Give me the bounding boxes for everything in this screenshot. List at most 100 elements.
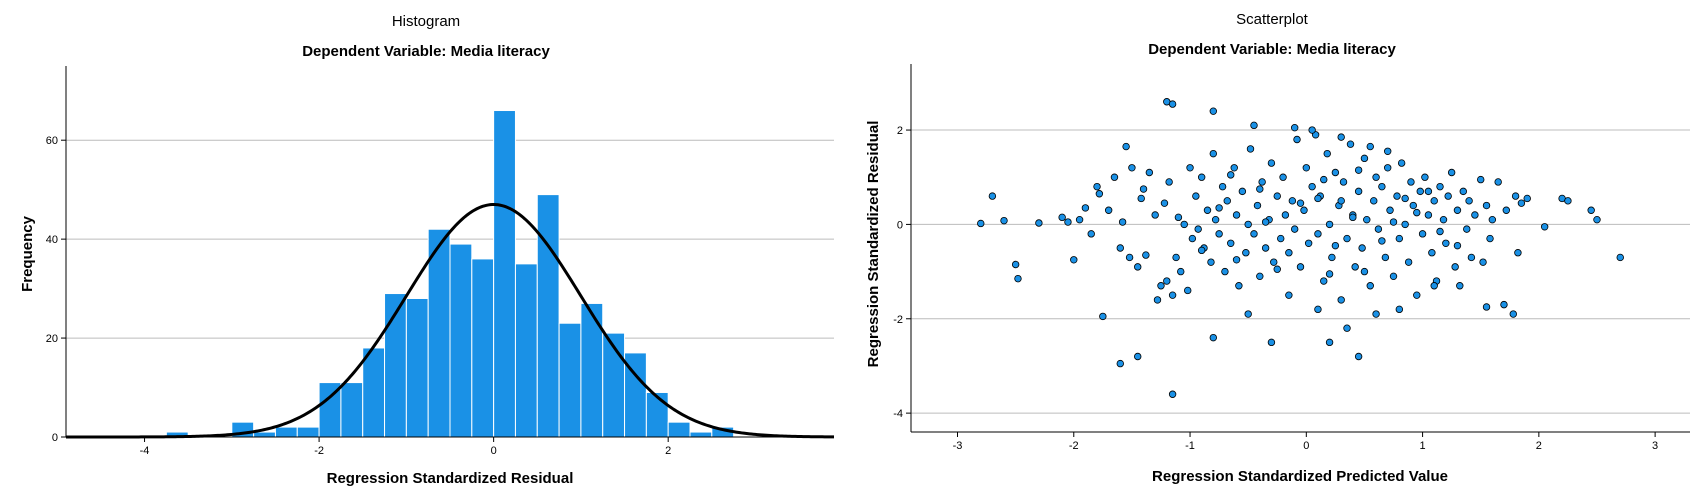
histogram-x-axis-title: Regression Standardized Residual — [327, 470, 574, 487]
scatter-point — [988, 192, 997, 200]
scatter-point — [1395, 305, 1404, 314]
scatter-point — [1093, 182, 1101, 191]
scatter-point — [1232, 256, 1241, 264]
scatter-point — [1207, 258, 1215, 266]
scatter-point — [1421, 173, 1429, 181]
scatter-point — [1232, 211, 1241, 219]
x-tick-label: 0 — [1303, 440, 1309, 452]
scatter-point — [1267, 159, 1276, 167]
scatter-point — [1218, 182, 1227, 191]
scatter-point — [1482, 201, 1491, 210]
scatter-point — [1070, 256, 1078, 264]
scatter-point — [1288, 197, 1297, 205]
x-tick-label: 0 — [491, 445, 497, 457]
scatter-point — [1389, 218, 1398, 226]
histogram-bar — [471, 258, 495, 438]
scatter-point — [1211, 215, 1220, 224]
scatter-point — [1424, 187, 1433, 196]
scatter-point — [1314, 230, 1322, 238]
y-tick-label: -4 — [893, 408, 903, 420]
scatter-point — [1386, 206, 1394, 214]
scatter-point — [1325, 270, 1334, 278]
histogram-bar — [689, 431, 713, 438]
scatter-point — [1192, 192, 1200, 200]
scatter-point — [1436, 182, 1444, 191]
scatter-point — [1351, 263, 1359, 271]
scatter-point — [1160, 199, 1169, 207]
scatter-point — [1451, 263, 1459, 271]
scatter-point — [1137, 194, 1145, 203]
scatter-point — [1337, 133, 1345, 141]
scatter-point — [1360, 154, 1369, 163]
scatterplot-points — [977, 98, 1624, 398]
histogram-bar — [340, 382, 364, 438]
scatter-point — [1523, 194, 1531, 203]
scatterplot-x-axis-title: Regression Standardized Predicted Value — [1152, 468, 1448, 485]
scatter-point — [1346, 140, 1355, 148]
scatter-point — [1194, 225, 1202, 233]
scatter-point — [1273, 192, 1281, 200]
scatter-point — [1465, 197, 1473, 205]
scatter-point — [1397, 159, 1406, 167]
scatter-point — [1244, 310, 1252, 318]
x-tick-label: 2 — [1536, 440, 1542, 452]
scatter-point — [1168, 291, 1177, 299]
scatter-point — [1587, 206, 1595, 214]
scatter-point — [1209, 107, 1217, 115]
scatter-point — [1302, 164, 1311, 172]
scatter-point — [1442, 239, 1450, 247]
scatter-point — [1447, 168, 1456, 177]
y-tick-label: 2 — [897, 125, 903, 137]
y-tick-label: -2 — [893, 314, 903, 326]
scatter-point — [1011, 260, 1020, 269]
scatter-point — [1360, 267, 1369, 276]
scatter-point — [1502, 206, 1510, 214]
scatter-point — [1174, 213, 1183, 222]
scatterplot-subtitle: Dependent Variable: Media literacy — [1148, 41, 1396, 58]
y-tick-label: 40 — [46, 234, 58, 246]
y-tick-label: 0 — [52, 432, 58, 444]
scatter-point — [1453, 206, 1462, 214]
scatter-point — [1444, 192, 1452, 200]
x-tick-label: -2 — [1069, 440, 1079, 452]
scatter-point — [1258, 178, 1266, 186]
scatter-point — [1095, 190, 1104, 198]
scatter-point — [1064, 218, 1072, 226]
scatter-point — [1290, 225, 1299, 233]
scatter-point — [1209, 149, 1217, 158]
y-tick-label: 60 — [46, 135, 58, 147]
histogram-bar — [253, 431, 276, 438]
scatter-point — [1261, 244, 1270, 252]
scatter-point — [1409, 201, 1417, 210]
scatter-point — [1331, 241, 1340, 250]
x-tick-label: -4 — [140, 445, 150, 457]
scatter-point — [1509, 310, 1517, 318]
scatter-point — [1293, 135, 1301, 144]
scatter-point — [1372, 310, 1380, 318]
scatter-point — [1000, 216, 1008, 225]
scatter-point — [1401, 194, 1409, 203]
histogram-title: Histogram — [392, 13, 460, 30]
scatter-point — [1383, 164, 1392, 172]
scatter-point — [1372, 173, 1380, 181]
scatter-point — [1514, 249, 1522, 257]
scatter-point — [1221, 267, 1229, 276]
scatter-point — [1413, 208, 1421, 217]
histogram-axes — [65, 66, 834, 438]
scatter-point — [1235, 282, 1243, 290]
scatter-point — [1337, 296, 1345, 304]
scatter-point — [1511, 192, 1520, 200]
scatter-point — [1304, 239, 1313, 247]
histogram-bar — [514, 263, 538, 438]
histogram-subtitle: Dependent Variable: Media literacy — [302, 43, 550, 60]
scatter-point — [1517, 199, 1526, 207]
scatter-point — [1270, 258, 1278, 266]
scatter-point — [1081, 204, 1090, 212]
scatter-point — [1314, 194, 1322, 203]
scatterplot-gridlines — [911, 129, 1690, 414]
scatter-point — [1163, 277, 1171, 285]
scatter-point — [1203, 206, 1212, 214]
scatter-point — [1564, 197, 1572, 205]
